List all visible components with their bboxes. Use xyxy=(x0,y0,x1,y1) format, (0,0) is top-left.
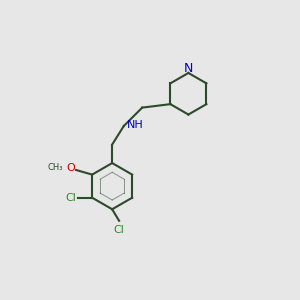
Text: NH: NH xyxy=(127,120,144,130)
Text: Cl: Cl xyxy=(65,193,76,203)
Text: O: O xyxy=(66,163,75,173)
Text: N: N xyxy=(184,62,193,75)
Text: CH₃: CH₃ xyxy=(48,163,63,172)
Text: Cl: Cl xyxy=(114,225,124,236)
